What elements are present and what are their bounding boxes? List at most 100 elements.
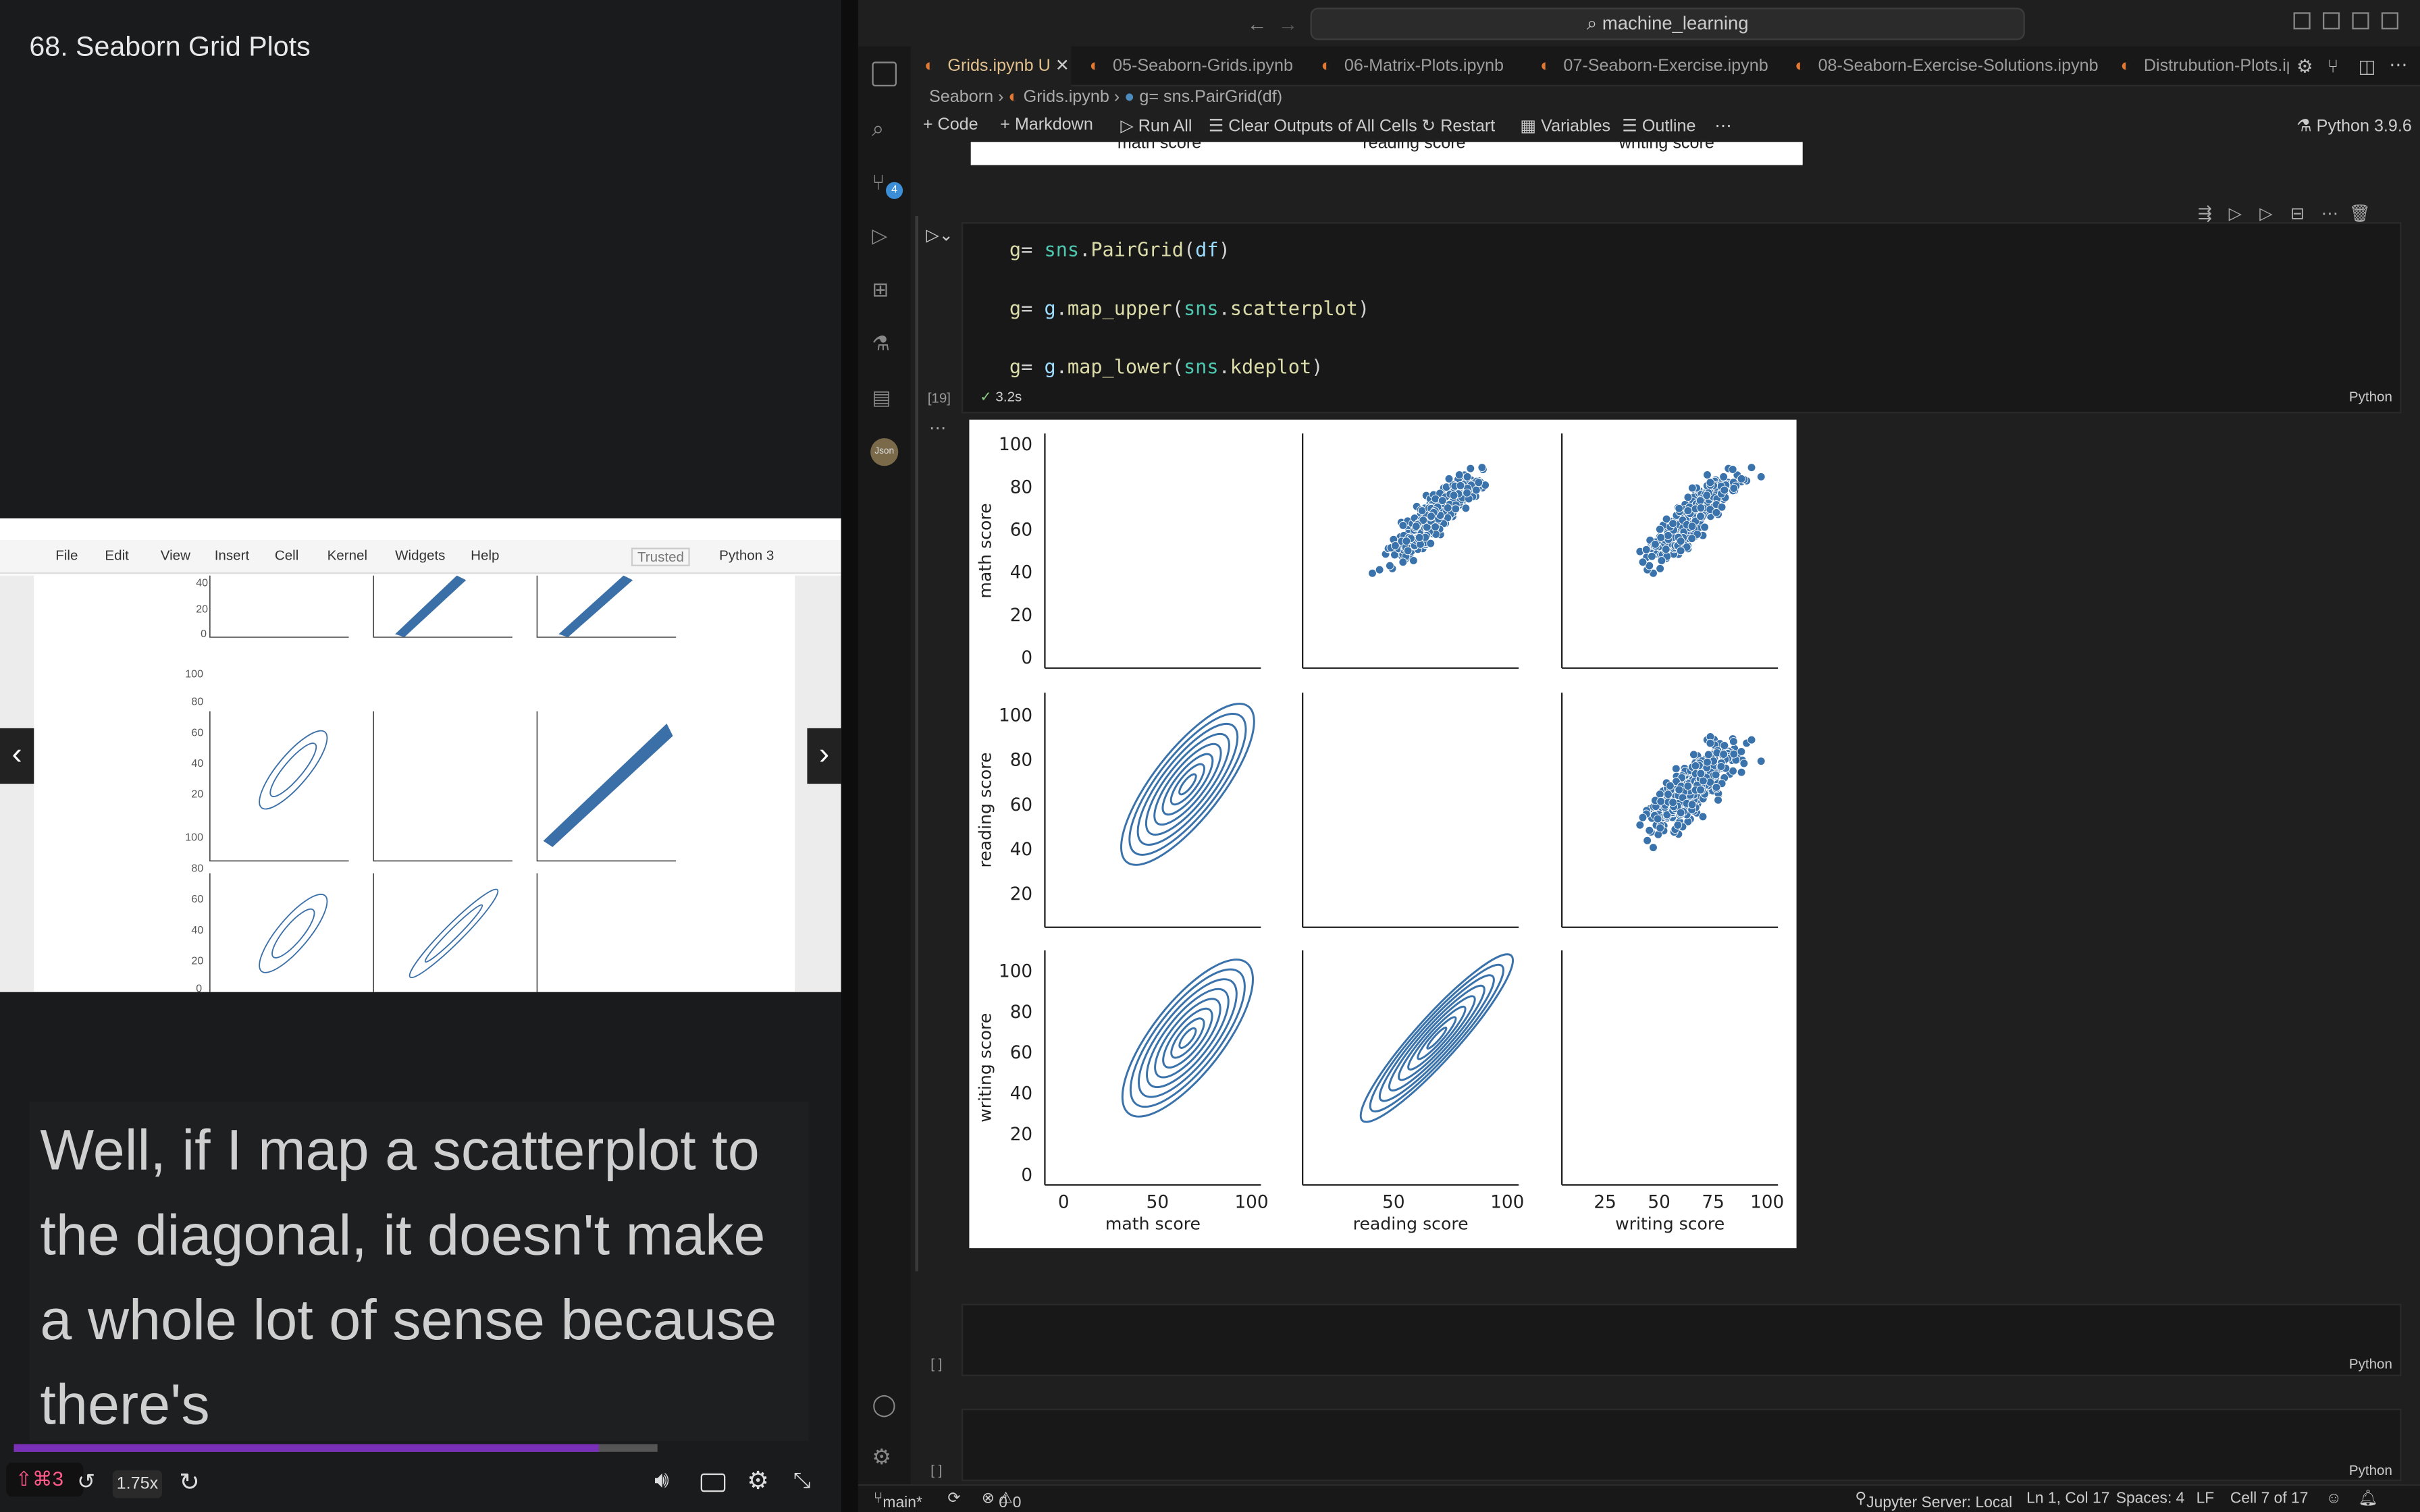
scatter-point	[1689, 750, 1698, 759]
testing-flask-icon[interactable]: ⚗	[872, 331, 891, 355]
cell-language[interactable]: Python	[2348, 389, 2392, 404]
sync-icon[interactable]: ⟳	[947, 1490, 961, 1508]
scatter-point	[1714, 795, 1722, 805]
notifications-bell-icon[interactable]: 🔔︎	[2358, 1490, 2378, 1508]
scatter-point	[1390, 541, 1400, 550]
command-center-search[interactable]: ⌕ machine_learning	[1310, 7, 2025, 40]
feedback-icon[interactable]: ☺	[2325, 1490, 2342, 1508]
scatter-point	[1696, 785, 1705, 794]
json-extension-icon[interactable]: Json	[870, 438, 899, 466]
tab-06-matrix-plots[interactable]: ◐ 06-Matrix-Plots.ipynb	[1307, 47, 1504, 86]
search-icon[interactable]: ⌕	[872, 115, 885, 141]
notebook-icon[interactable]: ▤	[872, 385, 891, 409]
tab-05-seaborn-grids[interactable]: ◐ 05-Seaborn-Grids.ipynb	[1076, 47, 1293, 86]
kernel-label: Python 3	[719, 547, 774, 564]
scatter-point	[1419, 516, 1428, 524]
kernel-picker[interactable]: ⚗ Python 3.9.6	[2296, 117, 2412, 136]
notebook-settings-icon[interactable]: ⚙	[2296, 55, 2313, 78]
manage-gear-icon[interactable]: ⚙	[872, 1444, 892, 1469]
more-actions-icon[interactable]: ⋯	[2389, 54, 2408, 76]
run-debug-icon[interactable]: ▷	[872, 223, 888, 247]
cursor-position[interactable]: Ln 1, Col 17	[2026, 1490, 2110, 1508]
prev-slide-button[interactable]: ‹	[0, 728, 34, 784]
toolbar-more-icon[interactable]: ⋯	[1714, 117, 1732, 136]
problems-status[interactable]: ⊗ 0 ⚠ 0	[981, 1490, 1022, 1512]
split-cell-icon[interactable]: ⊟	[2290, 205, 2305, 224]
forward-icon[interactable]: ↻	[179, 1470, 200, 1497]
scatter-point	[1638, 813, 1648, 822]
output-more-icon[interactable]: ⋯	[929, 419, 947, 439]
toggle-sidebar-icon[interactable]	[2293, 12, 2311, 30]
back-arrow-icon[interactable]: ←	[1246, 12, 1267, 36]
cell-language[interactable]: Python	[2348, 1356, 2392, 1372]
clear-outputs-button[interactable]: ☰ Clear Outputs of All Cells	[1208, 117, 1417, 136]
video-progress-bar[interactable]	[14, 1444, 658, 1452]
scatter-point	[1703, 470, 1712, 479]
kde-contour	[1146, 988, 1230, 1089]
scatter-point	[1687, 534, 1697, 543]
open-changes-icon[interactable]: ⑂	[2327, 55, 2339, 78]
y-tick-label: 80	[1010, 751, 1032, 771]
add-markdown-button[interactable]: + Markdown	[1000, 115, 1093, 134]
scatter-point	[1449, 491, 1458, 500]
breadcrumb-file[interactable]: Grids.ipynb	[1023, 88, 1109, 107]
breadcrumb-symbol[interactable]: g= sns.PairGrid(df)	[1139, 88, 1283, 107]
execute-below-icon[interactable]: ▷	[2259, 205, 2273, 224]
branch-status[interactable]: ⑂ main*	[873, 1490, 922, 1512]
forward-arrow-icon[interactable]: →	[1278, 12, 1298, 36]
outline-label: Outline	[1641, 117, 1696, 136]
split-editor-icon[interactable]: ◫	[2358, 55, 2376, 78]
account-icon[interactable]: ◯	[872, 1391, 897, 1417]
scatter-point	[1456, 481, 1465, 490]
empty-code-cell[interactable]	[962, 1303, 2402, 1376]
toggle-secondary-sidebar-icon[interactable]	[2352, 12, 2369, 30]
tab-08-exercise-solutions[interactable]: ◐ 08-Seaborn-Exercise-Solutions.ipynb	[1781, 47, 2098, 86]
scatter-point	[1454, 470, 1464, 479]
tab-07-seaborn-exercise[interactable]: ◐ 07-Seaborn-Exercise.ipynb	[1527, 47, 1768, 86]
cell-more-icon[interactable]: ⋯	[2321, 205, 2338, 224]
run-all-button[interactable]: ▷ Run All	[1120, 117, 1192, 136]
playback-speed-button[interactable]: 1.75x	[112, 1470, 163, 1498]
rewind-icon[interactable]: ↺	[77, 1469, 96, 1494]
outline-button[interactable]: ☰ Outline	[1622, 117, 1696, 136]
code-cell[interactable]: g= sns.PairGrid(df) g= g.map_upper(sns.s…	[962, 222, 2402, 414]
scatter-point	[1398, 558, 1408, 567]
close-tab-icon[interactable]: ✕	[1055, 57, 1070, 76]
indentation-status[interactable]: Spaces: 4	[2115, 1490, 2185, 1508]
add-code-button[interactable]: + Code	[922, 115, 978, 134]
extensions-icon[interactable]: ⊞	[872, 277, 889, 301]
empty-code-cell[interactable]	[962, 1408, 2402, 1482]
next-slide-button[interactable]: ›	[807, 728, 841, 784]
subplot-2-1	[1302, 950, 1519, 1186]
run-by-line-icon[interactable]: ⇶	[2197, 205, 2212, 224]
customize-layout-icon[interactable]	[2381, 12, 2399, 30]
scatter-point	[1696, 512, 1705, 521]
y-tick-label: 20	[1010, 605, 1032, 626]
scatter-point	[1403, 546, 1413, 556]
explorer-icon[interactable]	[872, 61, 897, 86]
delete-cell-icon[interactable]: 🗑︎	[2348, 205, 2371, 224]
video-frame[interactable]: File Edit View Insert Cell Kernel Widget…	[0, 518, 841, 992]
x-tick-label: 100	[1234, 1193, 1268, 1213]
cell-count-status[interactable]: Cell 7 of 17	[2230, 1490, 2309, 1508]
variables-button[interactable]: ▦ Variables	[1520, 117, 1611, 136]
y-tick-label: 40	[1010, 840, 1032, 860]
execute-above-icon[interactable]: ▷	[2228, 205, 2242, 224]
source-control-badge: 4	[886, 182, 903, 199]
exit-fullscreen-icon[interactable]: ⤡	[793, 1467, 811, 1492]
tab-grids[interactable]: ◐ Grids.ipynb U ✕	[910, 46, 1072, 86]
jupyter-server-status[interactable]: ⚲ Jupyter Server: Local	[1855, 1490, 2013, 1512]
restart-button[interactable]: ↻ Restart	[1421, 117, 1496, 136]
breadcrumb-folder[interactable]: Seaborn	[929, 88, 994, 107]
run-cell-icon[interactable]: ▷⌄	[926, 227, 953, 246]
tab-distribution-plots[interactable]: ◐ Distrubution-Plots.ipy	[2107, 47, 2289, 86]
settings-gear-icon[interactable]: ⚙	[747, 1469, 770, 1495]
source-control-icon[interactable]: ⑂	[872, 169, 885, 194]
scatter-point	[1687, 522, 1697, 531]
volume-icon[interactable]: 🔊︎	[654, 1467, 669, 1494]
y-axis-label: math score	[975, 503, 995, 598]
toggle-panel-icon[interactable]	[2323, 12, 2340, 30]
eol-status[interactable]: LF	[2196, 1490, 2215, 1508]
cell-language[interactable]: Python	[2348, 1462, 2392, 1478]
captions-icon[interactable]	[700, 1473, 726, 1492]
